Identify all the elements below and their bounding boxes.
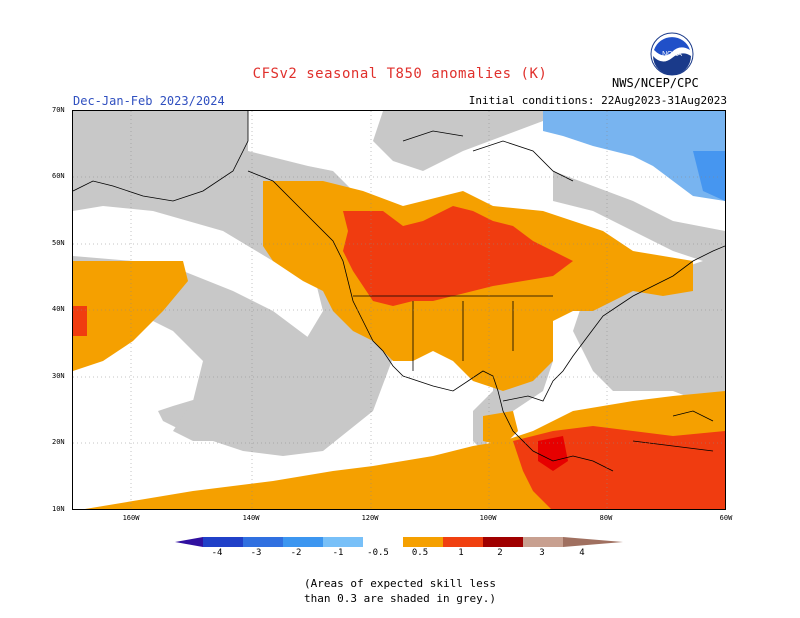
colorbar-segment xyxy=(483,537,523,547)
colorbar-arrow-left xyxy=(175,537,203,547)
colorbar-segment xyxy=(323,537,363,547)
lon-label: 120W xyxy=(361,514,379,522)
colorbar-segment xyxy=(203,537,243,547)
colorbar-segment xyxy=(363,537,403,547)
lon-label: 80W xyxy=(599,514,613,522)
skill-note-line-1: (Areas of expected skill less xyxy=(303,577,497,590)
colorbar-label: -3 xyxy=(250,548,262,558)
lon-label: 100W xyxy=(479,514,497,522)
colorbar-label: -0.5 xyxy=(367,548,389,558)
colorbar-label: 4 xyxy=(579,548,585,558)
lat-label: 70N xyxy=(52,106,65,114)
negative-anomaly-regions xyxy=(543,111,725,201)
colorbar-label: -1 xyxy=(332,548,344,558)
colorbar-label: 3 xyxy=(539,548,545,558)
anomaly-map xyxy=(72,110,726,511)
colorbar-label: 0.5 xyxy=(411,548,429,558)
chart-title: CFSv2 seasonal T850 anomalies (K) xyxy=(252,66,548,82)
lat-label: 60N xyxy=(52,172,65,180)
lon-label: 140W xyxy=(242,514,260,522)
lon-label: 160W xyxy=(122,514,140,522)
colorbar-label: 2 xyxy=(497,548,503,558)
lat-label: 30N xyxy=(52,372,65,380)
colorbar-segment xyxy=(283,537,323,547)
colorbar xyxy=(175,537,623,547)
svg-text:NOAA: NOAA xyxy=(662,51,682,58)
lon-label: 60W xyxy=(719,514,733,522)
skill-note-line-2: than 0.3 are shaded in grey.) xyxy=(303,592,497,605)
anomaly-1-to-2-regions xyxy=(73,206,725,511)
colorbar-label: -2 xyxy=(290,548,302,558)
colorbar-label: -4 xyxy=(211,548,223,558)
coastlines xyxy=(72,111,726,472)
skill-note: (Areas of expected skill less than 0.3 a… xyxy=(0,576,800,606)
colorbar-segment xyxy=(243,537,283,547)
noaa-logo: NOAA xyxy=(650,32,694,76)
lat-label: 40N xyxy=(52,305,65,313)
lat-label: 10N xyxy=(52,505,65,513)
map-canvas xyxy=(72,111,726,511)
colorbar-label: 1 xyxy=(458,548,464,558)
lat-label: 20N xyxy=(52,438,65,446)
lat-label: 50N xyxy=(52,239,65,247)
colorbar-segment xyxy=(523,537,563,547)
colorbar-arrow-right xyxy=(563,537,623,547)
forecast-period: Dec-Jan-Feb 2023/2024 xyxy=(73,94,225,108)
colorbar-segment xyxy=(403,537,443,547)
initial-conditions: Initial conditions: 22Aug2023-31Aug2023 xyxy=(468,94,727,107)
anomaly-2-to-3-regions xyxy=(538,436,568,471)
colorbar-segment xyxy=(443,537,483,547)
graticule xyxy=(73,111,725,509)
agency-label: NWS/NCEP/CPC xyxy=(612,76,699,90)
